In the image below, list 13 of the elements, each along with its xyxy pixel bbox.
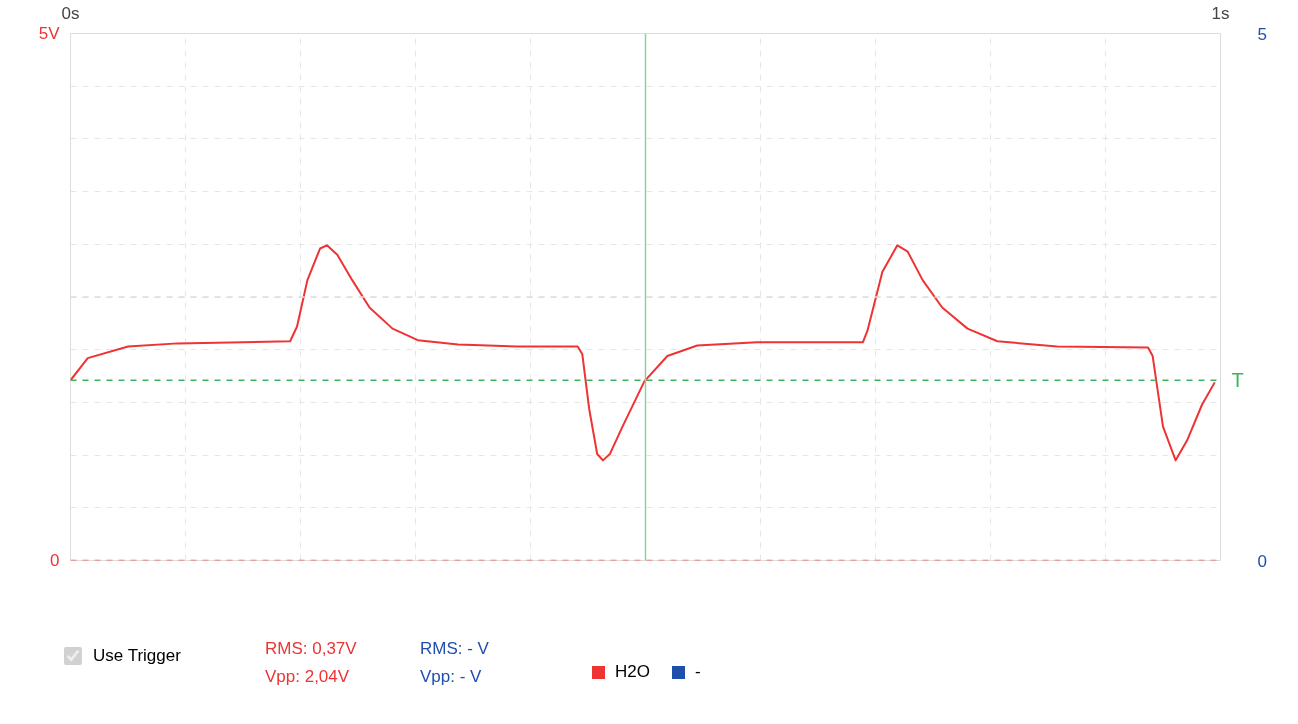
text: Use Trigger [93, 645, 181, 667]
text: RMS: 0,37V [265, 638, 357, 660]
legend-label: H2O [614, 661, 650, 683]
y-tick-label: 5V [38, 24, 61, 43]
text: Vpp: - V [420, 666, 483, 688]
text: Vpp: 2,04V [265, 666, 351, 688]
y2-tick-label: 0 [1257, 551, 1267, 571]
y2-tick-label: 5 [1257, 24, 1267, 44]
legend-label: - [693, 661, 701, 683]
text: RMS: - V [420, 638, 489, 660]
x-tick-label: 1s [1211, 3, 1230, 23]
ref-line-label: T [1231, 369, 1244, 392]
x-tick-label: 0s [61, 3, 80, 23]
